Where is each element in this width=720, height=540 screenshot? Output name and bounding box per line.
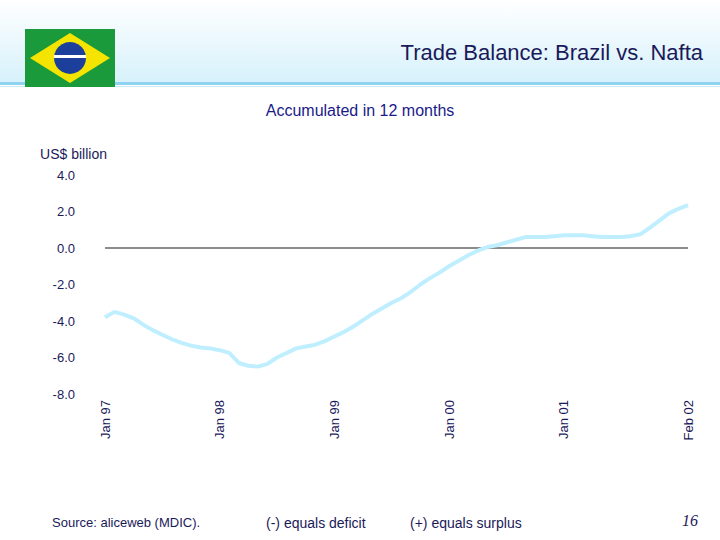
svg-text:2.0: 2.0 <box>57 204 75 219</box>
svg-text:-2.0: -2.0 <box>53 277 75 292</box>
svg-text:Jan 97: Jan 97 <box>98 400 113 439</box>
svg-text:4.0: 4.0 <box>57 168 75 183</box>
svg-text:Jan 98: Jan 98 <box>212 400 227 439</box>
svg-text:Jan 00: Jan 00 <box>442 400 457 439</box>
svg-text:Source: aliceweb (MDIC).: Source: aliceweb (MDIC). <box>52 515 200 530</box>
svg-text:Jan 99: Jan 99 <box>327 400 342 439</box>
svg-text:-4.0: -4.0 <box>53 314 75 329</box>
svg-text:Jan 01: Jan 01 <box>556 400 571 439</box>
svg-text:(-) equals deficit: (-) equals deficit <box>266 515 366 531</box>
svg-text:Trade Balance: Brazil vs. Naft: Trade Balance: Brazil vs. Nafta <box>401 40 704 65</box>
svg-text:US$ billion: US$ billion <box>40 146 107 162</box>
svg-text:0.0: 0.0 <box>57 241 75 256</box>
svg-text:-6.0: -6.0 <box>53 350 75 365</box>
svg-text:Feb 02: Feb 02 <box>681 400 696 440</box>
svg-text:-8.0: -8.0 <box>53 387 75 402</box>
svg-text:Accumulated in 12 months: Accumulated in 12 months <box>266 102 455 119</box>
svg-text:(+) equals surplus: (+) equals surplus <box>410 515 522 531</box>
svg-text:16: 16 <box>682 512 698 529</box>
